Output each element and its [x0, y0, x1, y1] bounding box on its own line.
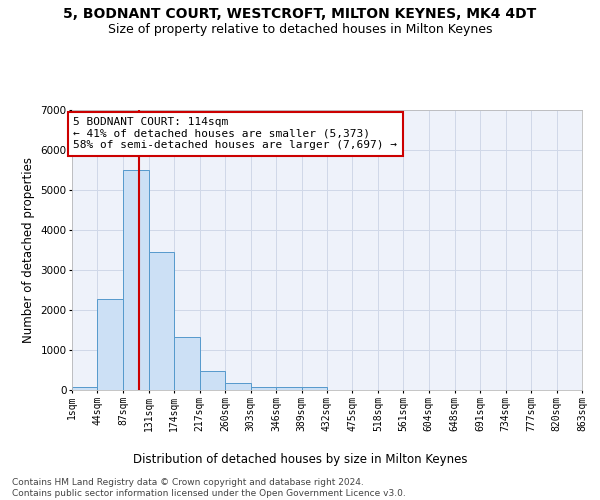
Bar	[302, 387, 327, 390]
Bar	[149, 252, 175, 390]
Text: Distribution of detached houses by size in Milton Keynes: Distribution of detached houses by size …	[133, 452, 467, 466]
Bar	[276, 387, 302, 390]
Bar	[175, 337, 200, 390]
Bar	[72, 387, 97, 390]
Bar	[97, 299, 123, 390]
Bar	[200, 371, 225, 390]
Text: 5 BODNANT COURT: 114sqm
← 41% of detached houses are smaller (5,373)
58% of semi: 5 BODNANT COURT: 114sqm ← 41% of detache…	[73, 117, 397, 150]
Bar	[225, 384, 251, 390]
Bar	[123, 170, 149, 390]
Text: Size of property relative to detached houses in Milton Keynes: Size of property relative to detached ho…	[108, 22, 492, 36]
Y-axis label: Number of detached properties: Number of detached properties	[22, 157, 35, 343]
Bar	[251, 387, 276, 390]
Text: 5, BODNANT COURT, WESTCROFT, MILTON KEYNES, MK4 4DT: 5, BODNANT COURT, WESTCROFT, MILTON KEYN…	[64, 8, 536, 22]
Text: Contains HM Land Registry data © Crown copyright and database right 2024.
Contai: Contains HM Land Registry data © Crown c…	[12, 478, 406, 498]
